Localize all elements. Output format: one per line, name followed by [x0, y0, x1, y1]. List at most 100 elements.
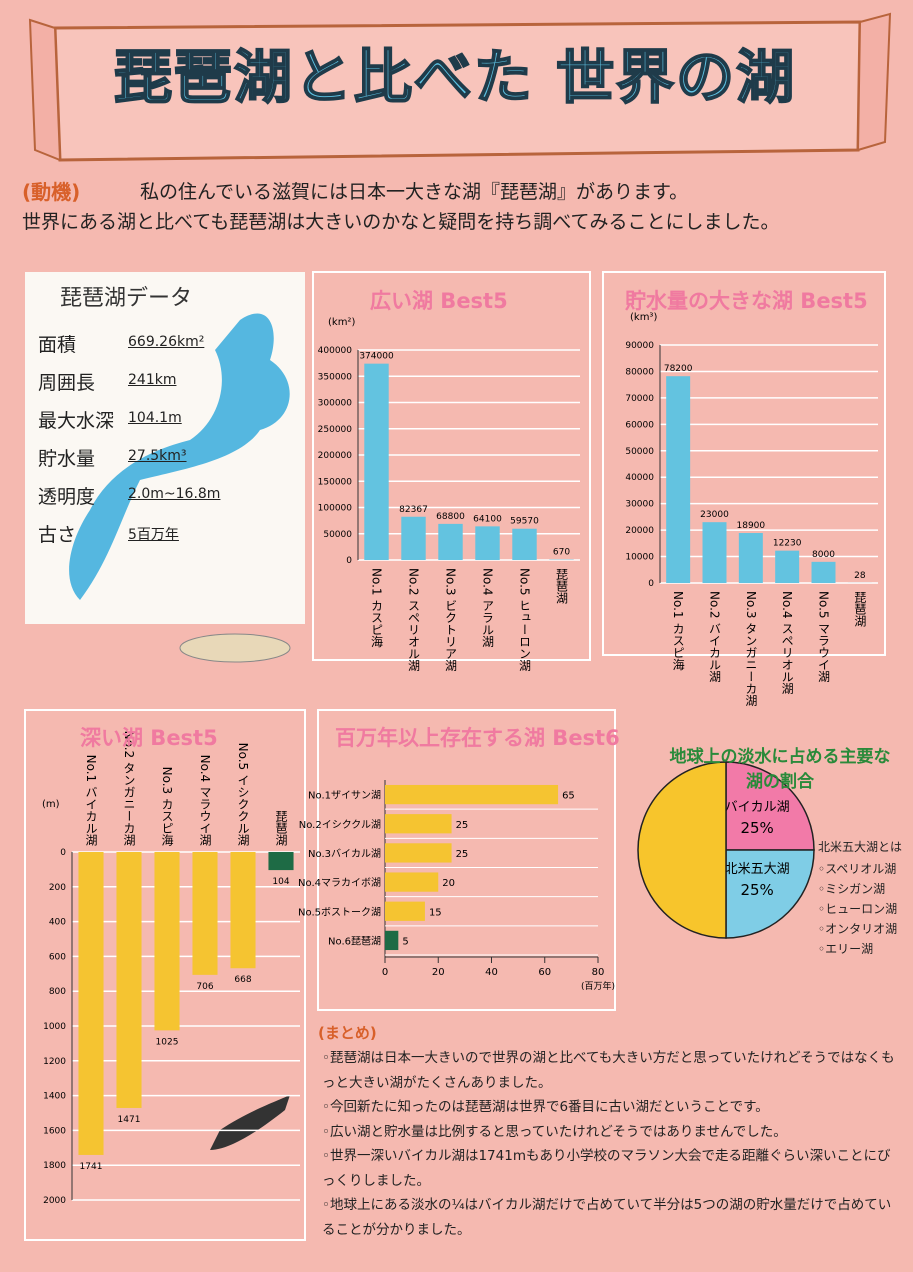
bar [475, 526, 500, 560]
data-row-value: 241km [128, 372, 177, 388]
value-label: 670 [553, 548, 570, 558]
chart-title: 深い湖 Best5 [80, 726, 218, 750]
y-tick-label: No.5ボストーク湖 [298, 906, 381, 918]
x-tick-label: 40 [485, 967, 498, 978]
y-tick-label: No.6琵琶湖 [328, 935, 381, 947]
chart-title: 広い湖 Best5 [370, 289, 508, 313]
x-tick-label: No.3 ビクトリア湖 [444, 568, 458, 671]
value-label: 5 [402, 936, 408, 947]
bar [230, 852, 256, 969]
value-label: 28 [854, 571, 866, 581]
data-row-key: 周囲長 [38, 372, 96, 394]
y-tick-label: 1400 [43, 1092, 66, 1102]
y-tick-label: 0 [60, 848, 66, 858]
value-label: 668 [234, 975, 251, 985]
pie-slice [725, 761, 815, 851]
bar [385, 784, 559, 805]
x-tick-label: No.5 マラウイ湖 [817, 591, 831, 682]
value-label: 25 [456, 849, 469, 860]
x-tick-label: No.5 イシククル湖 [236, 743, 250, 846]
great-lake: スペリオル湖 [818, 860, 896, 877]
bar [385, 814, 452, 834]
fish [210, 1095, 290, 1150]
bar [512, 528, 537, 560]
y-tick-label: 200 [49, 883, 66, 893]
value-label: 8000 [812, 550, 835, 560]
bar [385, 930, 399, 951]
pie-slice [637, 761, 727, 939]
unit-label: (百万年) [581, 980, 615, 992]
x-tick-label: 0 [382, 967, 388, 978]
great-lake: オンタリオ湖 [818, 920, 897, 937]
bar [385, 901, 425, 921]
x-tick-label: No.3 タンガニーカ湖 [744, 591, 758, 706]
y-tick-label: 300000 [318, 399, 353, 409]
summary-item: 今回新たに知ったのは琵琶湖は世界で6番目に古い湖だということです。 [322, 1095, 902, 1120]
value-label: 68800 [436, 512, 465, 522]
x-tick-label: No.1 カスピ海 [671, 591, 685, 671]
great-lake: エリー湖 [818, 940, 873, 957]
y-tick-label: 30000 [625, 500, 654, 510]
y-tick-label: 90000 [625, 341, 654, 351]
bar [702, 522, 727, 583]
y-tick-label: No.1ザイサン湖 [308, 790, 381, 802]
great-lakes-title: 北米五大湖とは [818, 840, 903, 854]
bar [811, 561, 836, 583]
x-tick-label: No.4 アラル湖 [481, 568, 495, 647]
panel [312, 271, 591, 661]
x-tick-label: No.1 カスピ海 [370, 568, 384, 648]
x-tick-label: 琵琶湖 [555, 568, 569, 604]
y-tick-label: No.3バイカル湖 [308, 848, 381, 860]
summary-item: 琵琶湖は日本一大きいので世界の湖と比べても大きい方だと思っていたけれどそうではな… [322, 1046, 902, 1095]
motivation-line: 世界にある湖と比べても琵琶湖は大きいのかなと疑問を持ち調べてみることにしました。 [22, 211, 780, 233]
bar [192, 852, 218, 975]
data-row-value: 5百万年 [128, 527, 179, 543]
y-tick-label: 70000 [625, 394, 654, 404]
summary-item: 広い湖と貯水量は比例すると思っていたけれどそうではありませんでした。 [322, 1120, 902, 1145]
x-tick-label: No.5 ヒューロン湖 [518, 568, 532, 671]
y-tick-label: 200000 [318, 451, 353, 461]
unit-label: (km³) [630, 312, 657, 323]
value-label: 374000 [359, 352, 394, 362]
y-tick-label: 2000 [43, 1196, 66, 1206]
value-label: 25 [456, 820, 469, 831]
y-tick-label: 150000 [318, 477, 353, 487]
motivation-label: 動機 [22, 176, 80, 205]
data-row-key: 透明度 [38, 486, 96, 508]
value-label: 18900 [737, 521, 766, 531]
x-tick-label: No.2 スペリオル湖 [407, 568, 421, 671]
value-label: 1471 [118, 1115, 141, 1125]
y-tick-label: No.2イシククル湖 [299, 819, 381, 831]
bar [154, 852, 180, 1031]
data-row-value: 669.26km² [128, 334, 205, 350]
y-tick-label: 50000 [625, 447, 654, 457]
y-tick-label: 0 [648, 579, 654, 589]
slice-label: 北米五大湖 [725, 862, 790, 877]
bar [268, 852, 294, 871]
y-tick-label: 600 [49, 952, 66, 962]
bird [179, 633, 291, 663]
banner-end [856, 12, 892, 152]
summary-title: まとめ [318, 1022, 377, 1043]
y-tick-label: 0 [346, 556, 352, 566]
panel [317, 709, 616, 1011]
panel [24, 709, 306, 1241]
x-tick-label: 琵琶湖 [274, 810, 288, 846]
y-tick-label: 1800 [43, 1161, 66, 1171]
data-row-key: 貯水量 [38, 448, 96, 470]
lake-shape [69, 313, 290, 600]
title: 琵琶湖と比べた 世界の湖 [113, 42, 797, 112]
value-label: 78200 [664, 364, 693, 374]
value-label: 82367 [399, 505, 428, 515]
x-tick-label: No.3 カスピ海 [160, 767, 174, 847]
bar [364, 363, 389, 560]
value-label: 706 [196, 982, 213, 992]
x-tick-label: 80 [592, 967, 605, 978]
value-label: 104 [272, 877, 289, 887]
slice-label: バイカル湖 [725, 800, 790, 815]
value-label: 20 [442, 878, 455, 889]
x-tick-label: No.4 マラウイ湖 [198, 755, 212, 846]
unit-label: (m) [42, 799, 60, 810]
x-tick-label: 60 [538, 967, 551, 978]
chart-title: 貯水量の大きな湖 Best5 [625, 289, 868, 313]
